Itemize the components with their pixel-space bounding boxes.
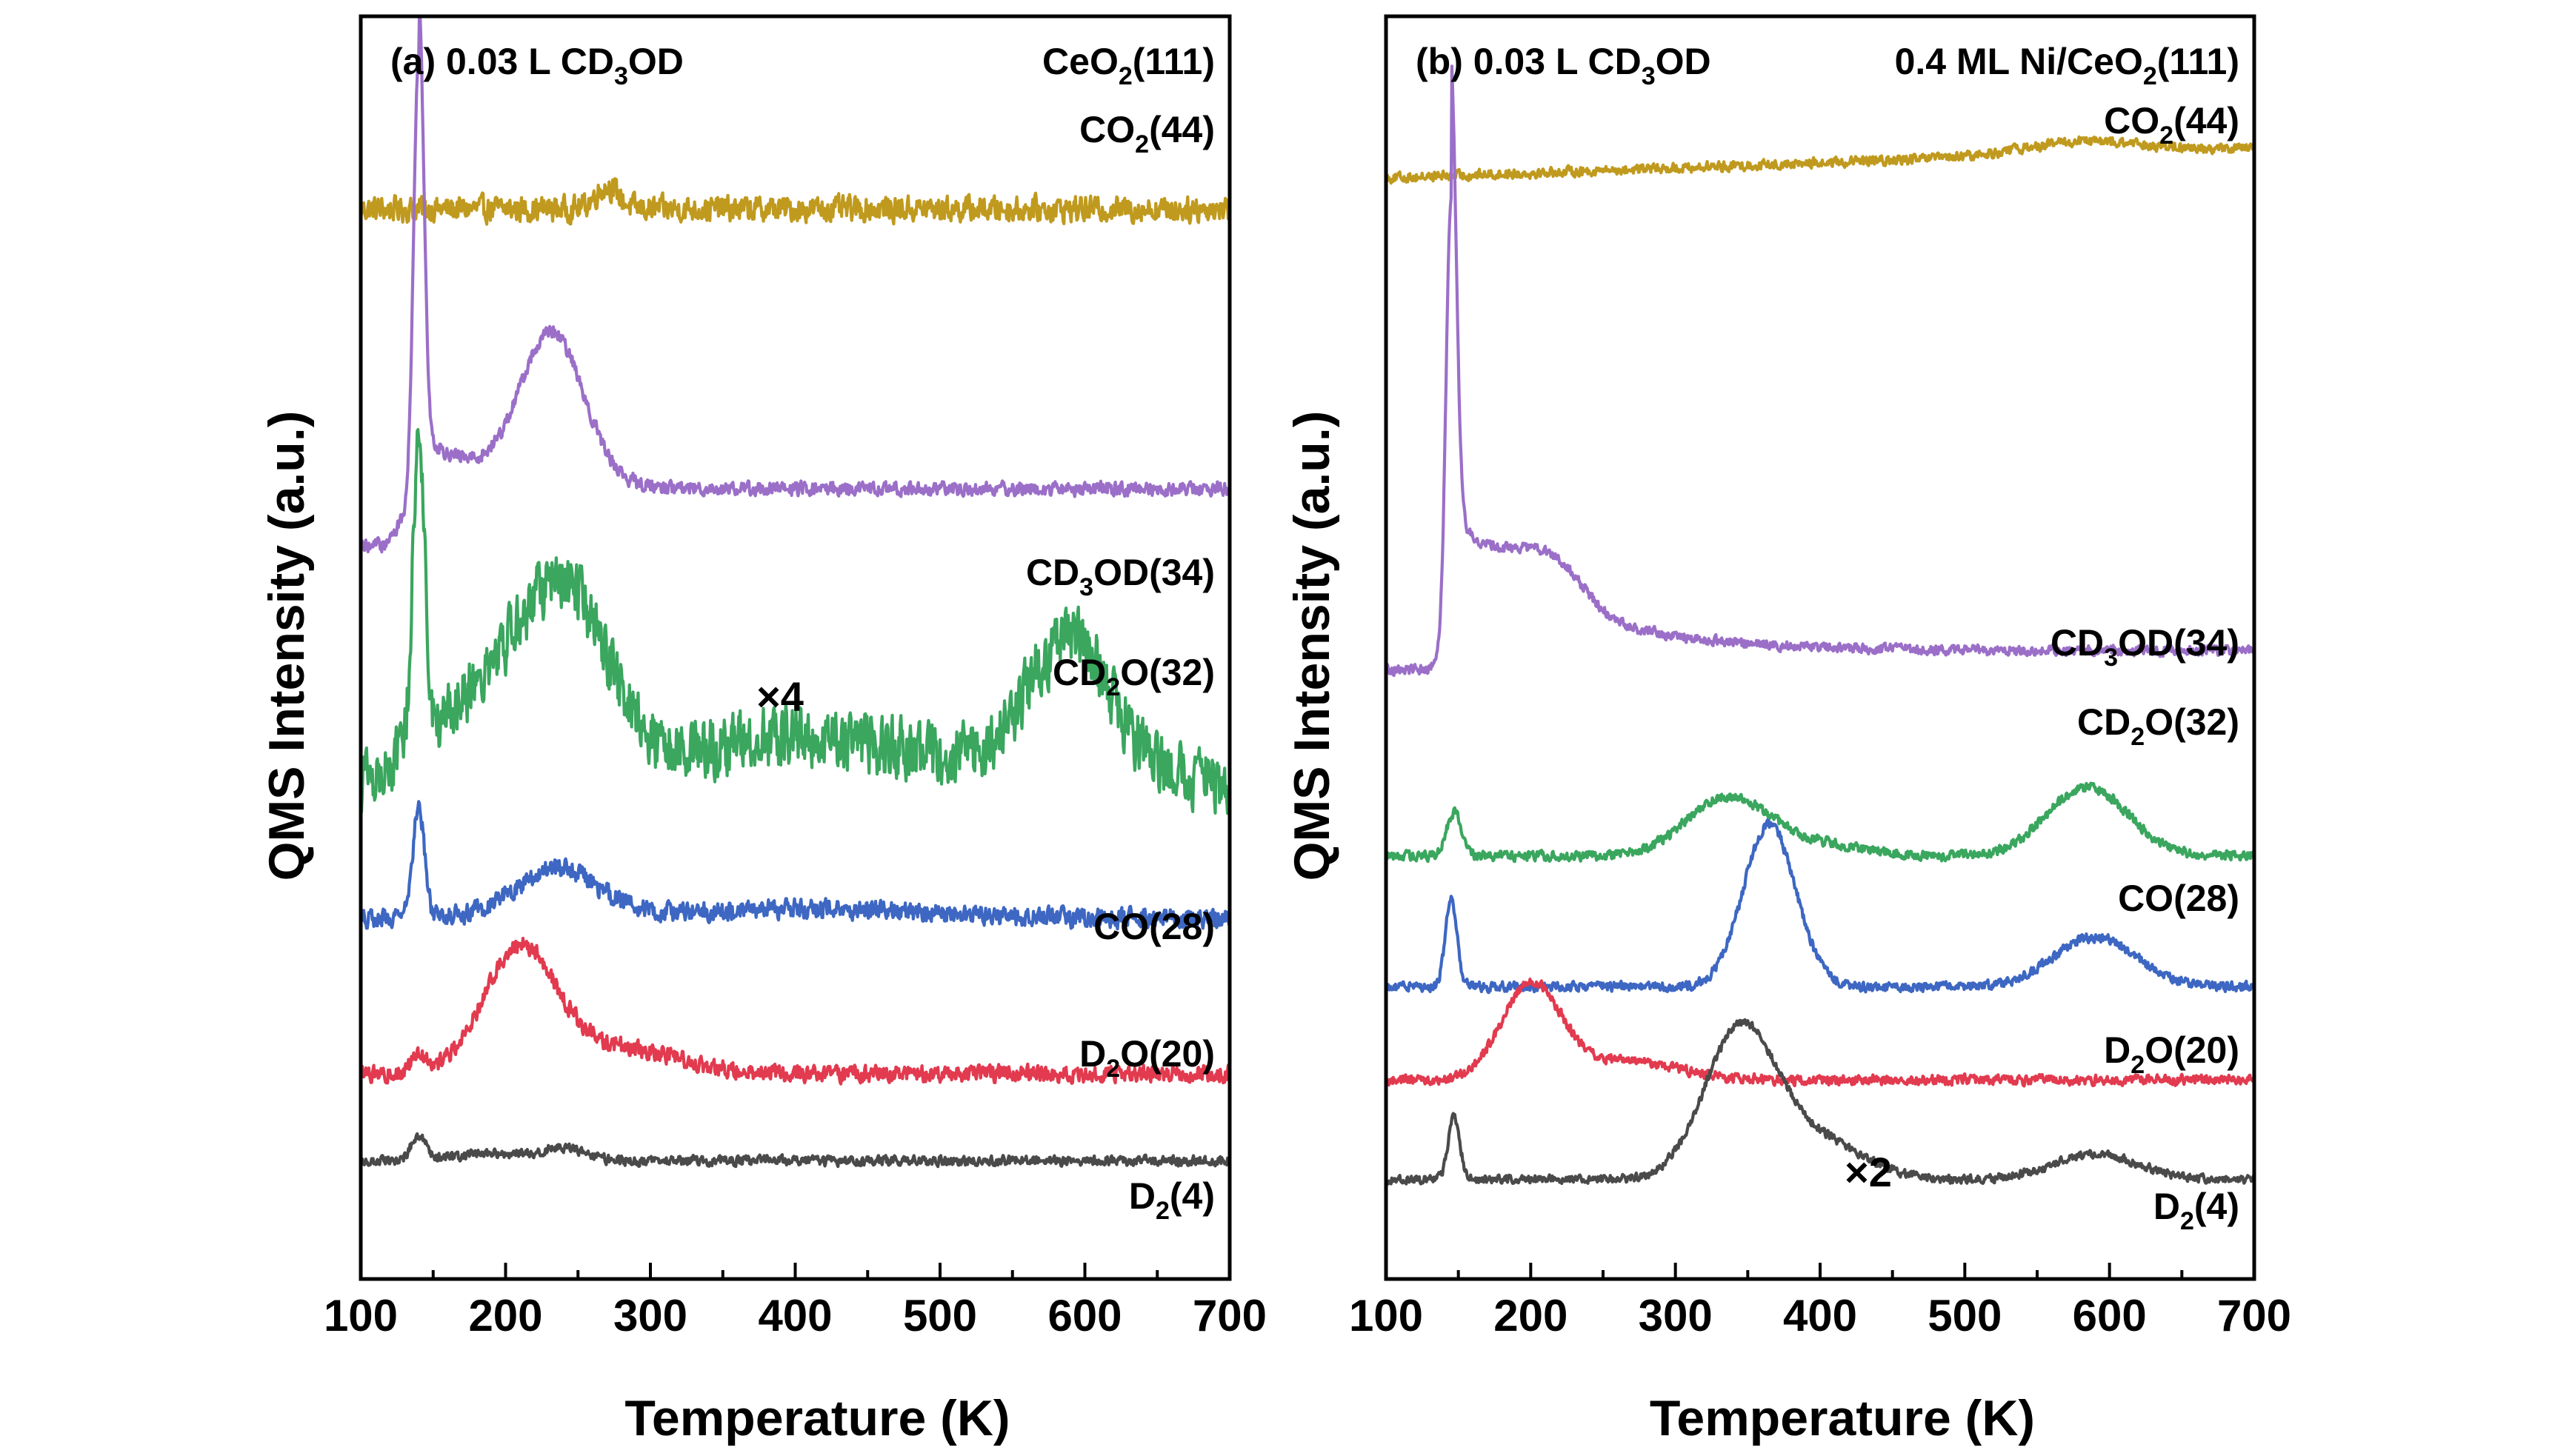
series-label: CD2O(32) [2077, 701, 2239, 751]
x-tick-label: 300 [1639, 1291, 1713, 1340]
scale-annotation: ×2 [1845, 1149, 1892, 1195]
panel-label: (a) 0.03 L CD3OD [390, 41, 684, 90]
x-tick-label: 500 [1928, 1291, 2002, 1340]
series-label: CO2(44) [1079, 109, 1215, 158]
panel-label: (b) 0.03 L CD3OD [1416, 41, 1711, 90]
trace-cd2o-32 [1386, 781, 2254, 864]
x-tick-label: 100 [324, 1291, 398, 1340]
sample-label: 0.4 ML Ni/CeO2(111) [1895, 41, 2239, 90]
series-label: CO(28) [1093, 906, 1215, 947]
x-tick-label: 400 [1783, 1291, 1857, 1340]
trace-cd2o-32 [361, 427, 1230, 815]
x-tick-label: 300 [613, 1291, 687, 1340]
panel-a: 100 200 300 400 500 600 700 Temperature (K) QMS … [259, 14, 1267, 1446]
x-tick-label: 700 [1193, 1291, 1267, 1340]
y-axis-title: QMS Intensity (a.u.) [259, 411, 315, 881]
trace-cd3od-34 [361, 16, 1230, 554]
x-tick-label: 400 [758, 1291, 832, 1340]
x-tick-label: 700 [2217, 1291, 2291, 1340]
series-label: D2(4) [2153, 1186, 2239, 1235]
x-tick-label: 100 [1349, 1291, 1423, 1340]
series-label: CO2(44) [2104, 100, 2239, 150]
sample-label: CeO2(111) [1042, 41, 1215, 90]
trace-d2o-20 [1386, 977, 2254, 1088]
x-tick-label: 200 [1493, 1291, 1567, 1340]
trace-d2-4 [1386, 1018, 2254, 1186]
x-axis-title: Temperature (K) [1650, 1390, 2035, 1446]
trace-co2-44 [361, 177, 1230, 226]
trace-d2-4 [361, 1132, 1230, 1169]
series-label: CD3OD(34) [2050, 622, 2239, 672]
x-tick-label: 600 [1047, 1291, 1122, 1340]
panel-b: 100 200 300 400 500 600 700 Temperature (K) QMS … [1284, 14, 2291, 1446]
series-label: CO(28) [2118, 878, 2239, 919]
trace-cd3od-34 [1386, 64, 2254, 678]
series-label: D2(4) [1129, 1175, 1215, 1225]
x-axis-title: Temperature (K) [624, 1390, 1010, 1446]
series-label: CD3OD(34) [1026, 552, 1215, 601]
x-tick-label: 500 [903, 1291, 977, 1340]
scale-annotation: ×4 [756, 673, 804, 720]
series-label: D2O(20) [1079, 1033, 1215, 1083]
x-tick-label: 600 [2073, 1291, 2147, 1340]
trace-co-28 [361, 800, 1230, 931]
x-tick-label: 200 [468, 1291, 542, 1340]
y-axis-title: QMS Intensity (a.u.) [1284, 411, 1340, 881]
series-label: D2O(20) [2104, 1029, 2239, 1079]
trace-d2o-20 [361, 936, 1230, 1086]
trace-co2-44 [1386, 135, 2254, 185]
series-label: CD2O(32) [1053, 652, 1215, 701]
